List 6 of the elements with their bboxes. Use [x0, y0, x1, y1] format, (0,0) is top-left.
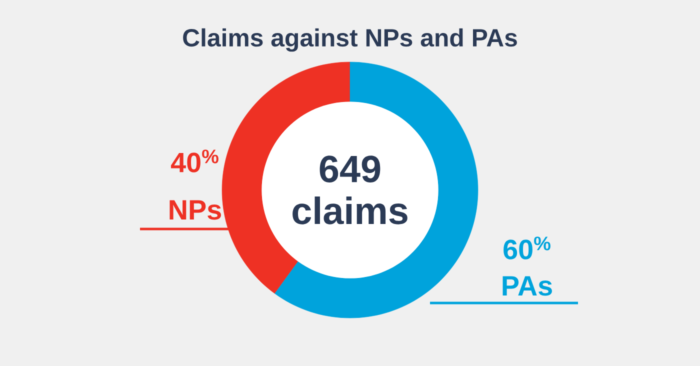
chart-title: Claims against NPs and PAs	[183, 28, 517, 52]
data-label: 40$^{%}$	[170, 150, 218, 172]
data-label: 60$^{%}$	[504, 236, 550, 260]
slice-label: NPs	[170, 200, 221, 220]
text: 649 claims	[292, 156, 408, 224]
slice-label: PAs	[502, 276, 552, 296]
